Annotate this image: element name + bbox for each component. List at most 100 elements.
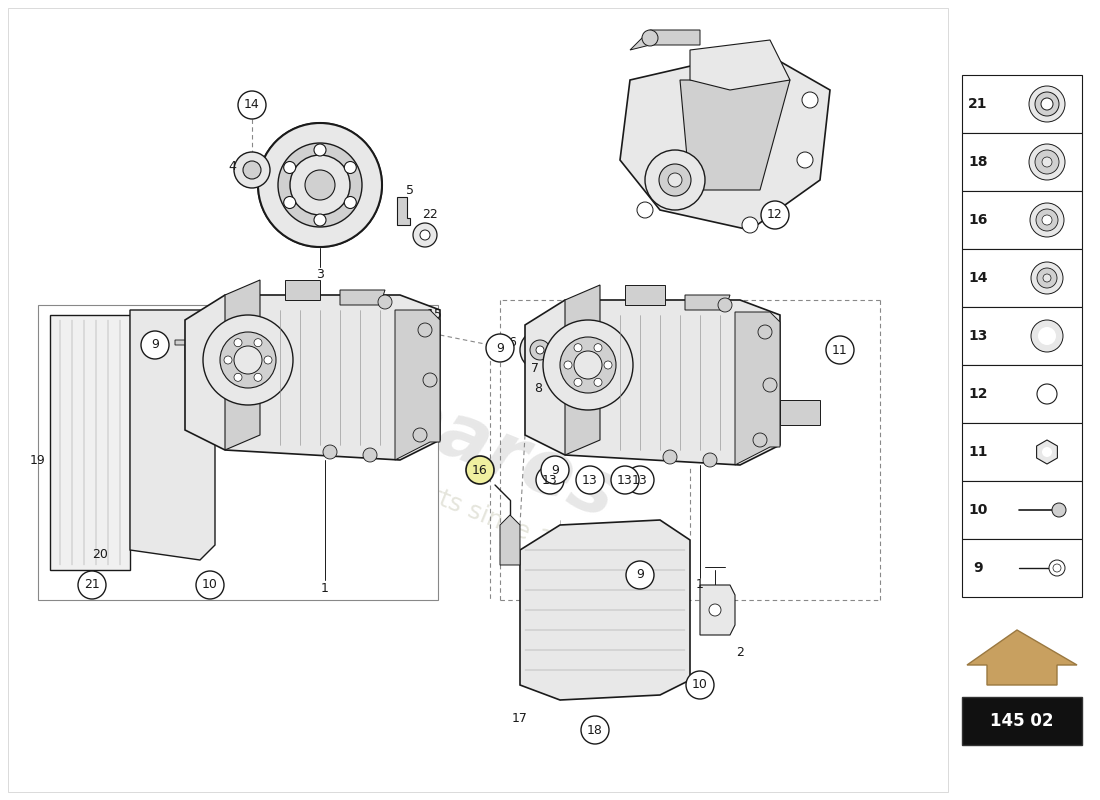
- Circle shape: [1053, 564, 1062, 572]
- Circle shape: [78, 571, 106, 599]
- Polygon shape: [685, 295, 730, 310]
- Text: 18: 18: [968, 155, 988, 169]
- Circle shape: [718, 298, 732, 312]
- Text: a passion for parts since 1985: a passion for parts since 1985: [240, 408, 600, 572]
- Circle shape: [344, 162, 356, 174]
- Circle shape: [551, 354, 579, 382]
- Circle shape: [626, 561, 654, 589]
- Circle shape: [1042, 447, 1052, 457]
- Circle shape: [798, 152, 813, 168]
- Text: eurospares: eurospares: [152, 286, 628, 534]
- Text: 22: 22: [422, 209, 438, 222]
- Circle shape: [1038, 327, 1056, 345]
- Polygon shape: [680, 80, 790, 190]
- Circle shape: [234, 152, 270, 188]
- Text: 16: 16: [472, 463, 488, 477]
- Polygon shape: [967, 630, 1077, 685]
- Circle shape: [378, 295, 392, 309]
- Text: 9: 9: [636, 569, 644, 582]
- Circle shape: [763, 378, 777, 392]
- Circle shape: [710, 604, 720, 616]
- Polygon shape: [340, 290, 385, 305]
- Circle shape: [536, 466, 564, 494]
- Circle shape: [758, 325, 772, 339]
- Circle shape: [594, 378, 602, 386]
- Circle shape: [686, 671, 714, 699]
- Circle shape: [761, 201, 789, 229]
- Polygon shape: [130, 310, 214, 560]
- Bar: [962, 75, 1082, 133]
- Circle shape: [802, 92, 818, 108]
- Text: 8: 8: [534, 382, 542, 394]
- Circle shape: [284, 162, 296, 174]
- Circle shape: [557, 360, 573, 376]
- Circle shape: [486, 334, 514, 362]
- Text: 11: 11: [968, 445, 988, 459]
- Bar: [962, 539, 1082, 597]
- Bar: [962, 249, 1082, 307]
- Text: 12: 12: [968, 387, 988, 401]
- Circle shape: [703, 453, 717, 467]
- Circle shape: [1037, 384, 1057, 404]
- Circle shape: [412, 223, 437, 247]
- Polygon shape: [500, 515, 520, 565]
- Circle shape: [536, 346, 544, 354]
- Polygon shape: [565, 285, 600, 455]
- Circle shape: [637, 202, 653, 218]
- Circle shape: [642, 30, 658, 46]
- Text: 20: 20: [92, 549, 108, 562]
- Circle shape: [424, 373, 437, 387]
- Text: 21: 21: [968, 97, 988, 111]
- Polygon shape: [625, 285, 666, 305]
- Polygon shape: [185, 295, 440, 460]
- Circle shape: [264, 356, 272, 364]
- Circle shape: [314, 214, 326, 226]
- Circle shape: [254, 338, 262, 346]
- Text: 13: 13: [582, 474, 598, 486]
- Circle shape: [224, 356, 232, 364]
- Bar: [962, 423, 1082, 481]
- Circle shape: [826, 336, 854, 364]
- Polygon shape: [700, 585, 735, 635]
- Text: 11: 11: [832, 343, 848, 357]
- Circle shape: [1035, 92, 1059, 116]
- Circle shape: [574, 378, 582, 386]
- Circle shape: [196, 571, 224, 599]
- Circle shape: [204, 315, 293, 405]
- Bar: [962, 133, 1082, 191]
- Circle shape: [1042, 215, 1052, 225]
- Polygon shape: [395, 310, 440, 460]
- Circle shape: [1052, 503, 1066, 517]
- Circle shape: [1049, 560, 1065, 576]
- Circle shape: [220, 332, 276, 388]
- Circle shape: [520, 330, 560, 370]
- Polygon shape: [50, 315, 130, 570]
- Polygon shape: [525, 300, 780, 465]
- Circle shape: [323, 445, 337, 459]
- Circle shape: [1043, 274, 1050, 282]
- Circle shape: [1035, 150, 1059, 174]
- Polygon shape: [520, 520, 690, 700]
- Text: 145 02: 145 02: [990, 712, 1054, 730]
- Text: 9: 9: [551, 463, 559, 477]
- Bar: [962, 697, 1082, 745]
- Circle shape: [234, 374, 242, 382]
- Circle shape: [576, 466, 604, 494]
- Bar: [962, 307, 1082, 365]
- Text: 12: 12: [767, 209, 783, 222]
- Circle shape: [594, 344, 602, 352]
- Polygon shape: [175, 340, 195, 360]
- Text: 14: 14: [968, 271, 988, 285]
- Bar: [962, 365, 1082, 423]
- Text: 13: 13: [542, 474, 558, 486]
- Circle shape: [663, 450, 676, 464]
- Circle shape: [466, 456, 494, 484]
- Circle shape: [530, 340, 550, 360]
- Circle shape: [234, 338, 242, 346]
- Circle shape: [290, 155, 350, 215]
- Circle shape: [541, 456, 569, 484]
- Text: 16: 16: [968, 213, 988, 227]
- Text: 5: 5: [406, 183, 414, 197]
- Bar: [962, 191, 1082, 249]
- Circle shape: [284, 197, 296, 209]
